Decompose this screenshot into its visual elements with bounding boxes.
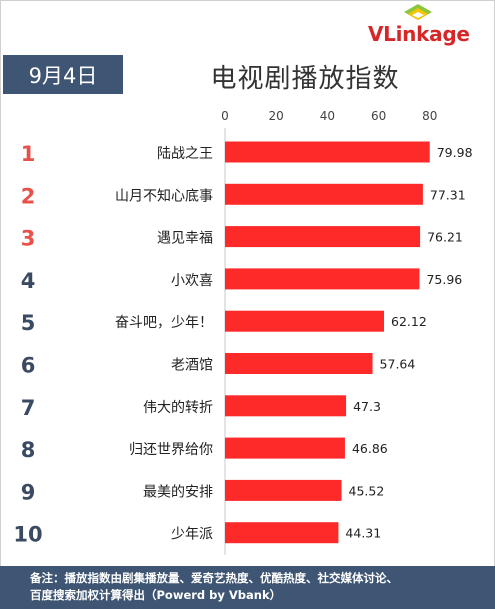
data-label: 45.52 bbox=[349, 483, 385, 498]
data-label: 76.21 bbox=[427, 230, 463, 245]
category-label: 老酒馆 bbox=[171, 358, 213, 374]
logo-text-v: VL bbox=[368, 22, 396, 46]
rank-number: 9 bbox=[21, 480, 36, 504]
footnote-line-2: 百度搜索加权计算得出（Powerd by Vbank） bbox=[30, 588, 282, 602]
rank-number: 6 bbox=[21, 354, 36, 378]
bar bbox=[225, 310, 385, 332]
bar bbox=[225, 479, 342, 501]
footnote: 备注：播放指数由剧集播放量、爱奇艺热度、优酷热度、社交媒体讨论、 百度搜索加权计… bbox=[0, 566, 495, 609]
bar bbox=[225, 522, 339, 544]
category-label: 小欢喜 bbox=[171, 273, 213, 289]
rank-number: 4 bbox=[21, 269, 36, 293]
data-label: 79.98 bbox=[437, 145, 473, 160]
category-label: 遇见幸福 bbox=[157, 231, 213, 247]
vlinkage-logo: VLinkage bbox=[368, 4, 480, 48]
data-label: 57.64 bbox=[380, 357, 416, 372]
bar bbox=[225, 226, 421, 248]
bar bbox=[225, 268, 420, 290]
logo-text-rest: inkage bbox=[395, 22, 470, 46]
bar bbox=[225, 353, 373, 374]
bar bbox=[225, 183, 423, 205]
data-label: 75.96 bbox=[426, 272, 462, 287]
category-label: 奋斗吧，少年！ bbox=[115, 315, 213, 331]
rank-number: 5 bbox=[21, 311, 36, 335]
x-tick-label: 40 bbox=[320, 109, 335, 123]
category-label: 最美的安排 bbox=[143, 484, 213, 500]
x-tick-label: 60 bbox=[371, 109, 386, 123]
date-badge: 9月4日 bbox=[3, 55, 123, 94]
rank-number: 2 bbox=[21, 184, 36, 208]
x-tick-label: 0 bbox=[221, 109, 229, 123]
category-label: 少年派 bbox=[171, 527, 213, 543]
bar bbox=[225, 437, 345, 459]
x-tick-label: 80 bbox=[422, 109, 437, 123]
rank-number: 8 bbox=[21, 438, 36, 462]
bar bbox=[225, 141, 430, 163]
category-label: 山月不知心底事 bbox=[115, 187, 213, 204]
chart-title: 电视剧播放指数 bbox=[210, 64, 400, 94]
data-label: 77.31 bbox=[430, 187, 466, 202]
bar bbox=[225, 395, 347, 417]
rank-number: 10 bbox=[13, 523, 42, 547]
rank-number: 7 bbox=[21, 396, 36, 420]
data-label: 44.31 bbox=[345, 526, 381, 541]
rank-number: 3 bbox=[21, 227, 36, 251]
x-tick-label: 20 bbox=[269, 109, 284, 123]
category-label: 伟大的转折 bbox=[143, 400, 213, 416]
data-label: 46.86 bbox=[352, 441, 388, 456]
rank-number: 1 bbox=[21, 142, 36, 166]
category-label: 归还世界给你 bbox=[129, 441, 213, 458]
data-label: 47.3 bbox=[353, 399, 381, 414]
data-label: 62.12 bbox=[391, 314, 427, 329]
logo-text: VLinkage bbox=[368, 22, 470, 46]
category-label: 陆战之王 bbox=[157, 146, 213, 162]
logo-icon bbox=[404, 4, 432, 20]
bar-chart: 0 20 40 60 80 1 陆战之王 79.98 2 山月不知心底事 77.31 3 遇见幸福 76.… bbox=[13, 109, 473, 555]
footnote-line-1: 备注：播放指数由剧集播放量、爱奇艺热度、优酷热度、社交媒体讨论、 bbox=[30, 571, 398, 585]
